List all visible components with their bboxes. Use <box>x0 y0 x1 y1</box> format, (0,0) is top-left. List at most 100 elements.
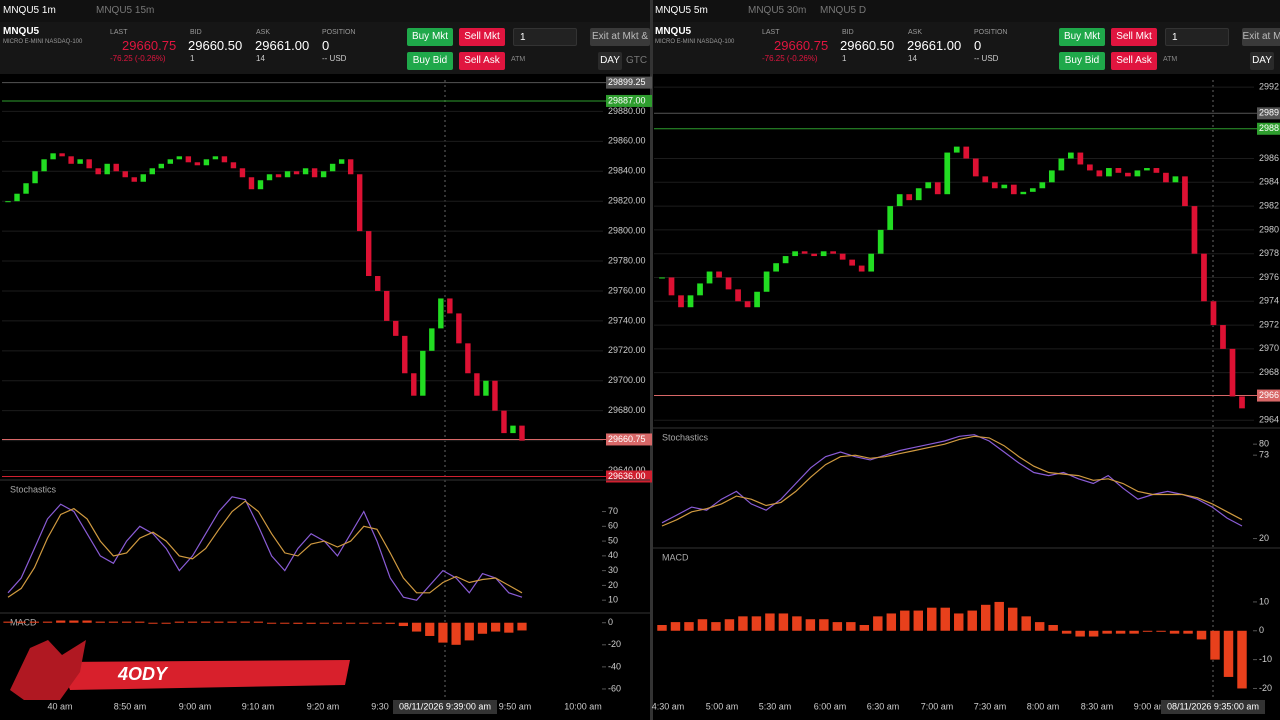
crosshair-box <box>393 700 497 714</box>
macd-bar <box>1048 625 1058 631</box>
candle <box>257 180 264 190</box>
exit-button[interactable]: Exit at Mkt & <box>590 28 650 46</box>
macd-bar <box>1169 630 1180 634</box>
exit-button[interactable]: Exit at M <box>1242 28 1280 46</box>
candle <box>131 177 137 182</box>
macd-bar <box>940 607 950 631</box>
macd-bar <box>201 621 211 623</box>
stochastics-line <box>7 500 523 598</box>
stochastics-tick-label: 20 <box>1259 533 1269 543</box>
macd-bar <box>738 616 748 631</box>
day-button[interactable]: DAY <box>598 52 622 70</box>
macd-bar <box>122 621 132 623</box>
candle <box>801 251 808 254</box>
macd-bar <box>161 622 171 624</box>
candle <box>465 343 471 374</box>
macd-bar <box>1115 630 1126 634</box>
sell-market-button[interactable]: Sell Mkt <box>1111 28 1157 46</box>
macd-bar <box>981 604 991 631</box>
candle <box>1077 152 1084 165</box>
macd-bar <box>1237 630 1247 689</box>
quote-ask-label: ASK <box>256 29 271 36</box>
candle <box>356 174 363 232</box>
candle <box>293 171 300 175</box>
buy-market-button[interactable]: Buy Mkt <box>1059 28 1105 46</box>
day-button[interactable]: DAY <box>1250 52 1274 70</box>
atm-label: ATM <box>1163 56 1178 63</box>
buy-bid-button[interactable]: Buy Bid <box>1059 52 1105 70</box>
quote-ask-label: ASK <box>908 29 923 36</box>
time-label: 8:00 am <box>1027 701 1060 711</box>
price-tick-label: 2974 <box>1259 296 1279 306</box>
candle <box>492 380 498 411</box>
candle <box>1153 168 1160 173</box>
time-label: 9:10 am <box>242 701 275 711</box>
tab[interactable]: MNQU5 30m <box>748 5 807 16</box>
macd-bar <box>1088 630 1099 637</box>
buy-bid-button[interactable]: Buy Bid <box>407 52 453 70</box>
sell-market-button[interactable]: Sell Mkt <box>459 28 505 46</box>
price-tick-label: 29840.00 <box>608 166 646 176</box>
quote-ask: 29661.00 <box>255 38 310 53</box>
candle <box>158 163 165 169</box>
quote-last: 29660.75 <box>122 38 177 53</box>
candle <box>706 271 713 284</box>
candle <box>32 171 38 184</box>
candle <box>329 163 336 172</box>
time-label: 9:50 am <box>499 701 532 711</box>
sell-ask-button[interactable]: Sell Ask <box>459 52 505 70</box>
macd-bar <box>135 621 145 623</box>
macd-bar <box>1223 630 1234 677</box>
candle <box>519 425 525 441</box>
candle <box>858 265 865 272</box>
macd-bar <box>724 619 735 631</box>
candle <box>122 171 128 178</box>
candle <box>384 290 390 321</box>
quote-last-label: LAST <box>110 29 128 36</box>
stochastics-line <box>661 434 1243 527</box>
candle <box>820 251 827 257</box>
buy-market-button[interactable]: Buy Mkt <box>407 28 453 46</box>
quantity-input[interactable]: 1 <box>1165 28 1229 46</box>
gtc-button[interactable]: GTC <box>626 55 648 66</box>
candle <box>1144 168 1150 171</box>
macd-bar <box>477 622 488 634</box>
candle <box>420 350 426 396</box>
price-marker <box>606 433 652 446</box>
tab[interactable]: MNQU5 D <box>820 5 867 16</box>
sell-ask-button[interactable]: Sell Ask <box>1111 52 1157 70</box>
tab[interactable]: MNQU5 1m <box>3 5 56 16</box>
quote-change: -76.25 (-0.26%) <box>762 54 818 63</box>
candle <box>735 289 741 302</box>
macd-bar <box>332 622 343 624</box>
price-tick-label: 29700.00 <box>608 375 646 385</box>
price-tick-label: 29860.00 <box>608 136 646 146</box>
symbol: MNQU5 <box>655 26 692 37</box>
price-tick-label: 2968 <box>1259 367 1279 377</box>
macd-tick-label: -20 <box>608 639 621 649</box>
macd-tick-label: 10 <box>1259 596 1269 606</box>
macd-bar <box>805 619 816 631</box>
quote-last-label: LAST <box>762 29 780 36</box>
tab[interactable]: MNQU5 5m <box>655 5 708 16</box>
price-tick-label: 2970 <box>1259 343 1279 353</box>
macd-bar <box>214 621 224 623</box>
price-marker <box>606 76 652 89</box>
candle <box>474 373 480 396</box>
price-tick-label: 2964 <box>1259 415 1279 425</box>
candle <box>1020 191 1027 195</box>
tab[interactable]: MNQU5 15m <box>96 5 155 16</box>
description: MICRO E-MINI NASDAQ-100 <box>655 39 735 45</box>
macd-bar <box>240 621 250 623</box>
candle <box>1172 176 1179 183</box>
quantity-input[interactable]: 1 <box>513 28 577 46</box>
time-label: 6:00 am <box>814 701 847 711</box>
time-label: 7:30 am <box>974 701 1007 711</box>
quote-bid: 29660.50 <box>188 38 243 53</box>
candle <box>149 168 155 175</box>
macd-bar <box>425 622 435 636</box>
macd-bar <box>306 622 316 624</box>
candle <box>906 194 913 201</box>
candle <box>754 291 760 308</box>
price-tick-label: 2992 <box>1259 82 1279 92</box>
